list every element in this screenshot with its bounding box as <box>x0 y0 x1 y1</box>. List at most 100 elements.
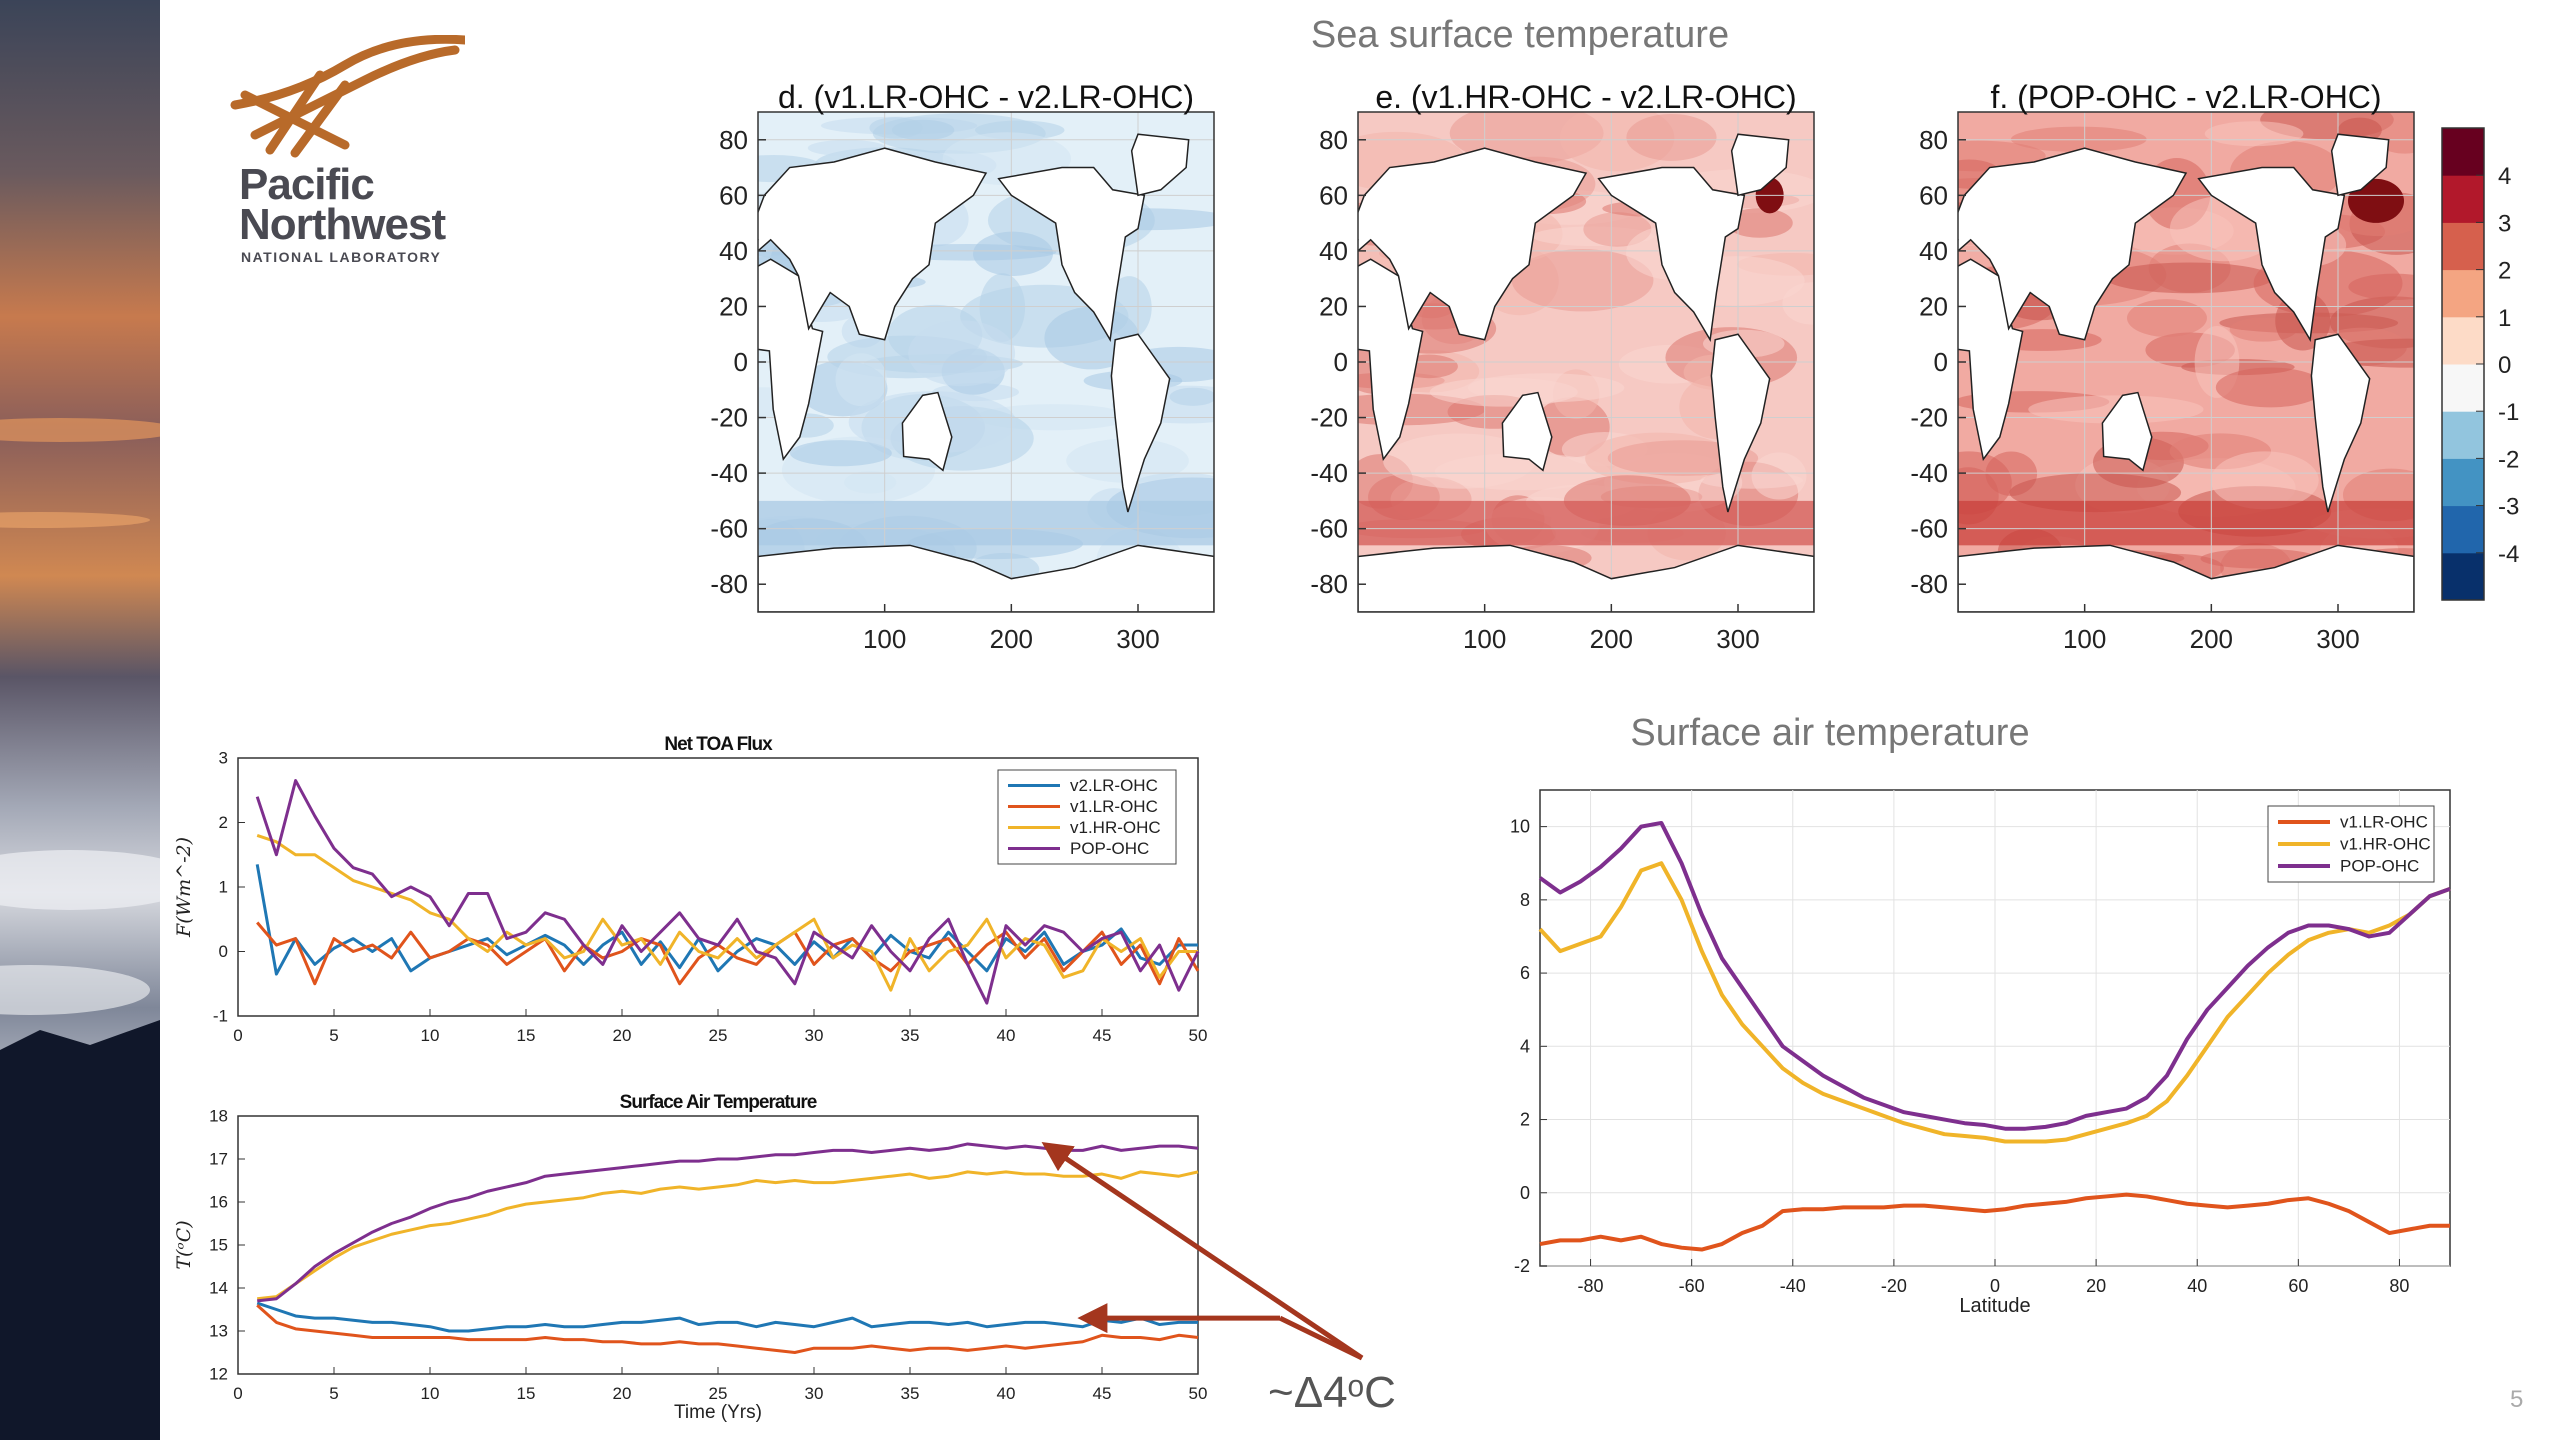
colorbar-tick-label: -2 <box>2498 446 2519 473</box>
y-tick-label: 8 <box>1520 890 1530 910</box>
colorbar-segment <box>2442 458 2484 507</box>
x-tick-label: 50 <box>1189 1026 1208 1045</box>
anomaly-patch <box>844 471 897 494</box>
colorbar-segment <box>2442 411 2484 459</box>
anomaly-patch <box>1782 282 1814 325</box>
legend-label: v1.HR-OHC <box>1070 818 1161 837</box>
y-tick-label: -60 <box>1910 514 1948 544</box>
continent-outline <box>1730 133 1790 197</box>
y-tick-label: -60 <box>710 514 748 544</box>
continent-outline <box>758 544 1214 612</box>
x-tick-label: 20 <box>2086 1276 2106 1296</box>
x-tick-label: 10 <box>421 1384 440 1403</box>
x-tick-label: 200 <box>2190 624 2233 654</box>
colorbar-tick-label: 2 <box>2498 258 2511 285</box>
chart-legend: v1.LR-OHC v1.HR-OHC POP-OHC <box>2267 805 2435 883</box>
anomaly-patch <box>2210 451 2319 510</box>
continent-outline <box>1358 544 1814 612</box>
x-tick-label: 50 <box>1189 1384 1208 1403</box>
x-tick-label: -20 <box>1881 1276 1907 1296</box>
north-atlantic-hotspot <box>2348 178 2404 223</box>
y-tick-label: 60 <box>1319 180 1348 210</box>
series-line-v1-hr-ohc <box>256 833 1198 992</box>
series-line-2 <box>257 1170 1199 1301</box>
legend-box <box>2267 805 2435 883</box>
x-tick-label: 15 <box>517 1384 536 1403</box>
colorbar-tick-label: -4 <box>2498 541 2519 568</box>
anomaly-patch <box>807 139 887 157</box>
y-tick-label: 20 <box>1919 291 1948 321</box>
anomaly-patch <box>1383 433 1536 489</box>
continent-outline <box>1501 391 1553 472</box>
map-title: f. (POP-OHC - v2.LR-OHC) <box>1990 79 2381 115</box>
legend-label: v1.HR-OHC <box>2340 835 2431 854</box>
y-tick-label: 13 <box>209 1322 228 1341</box>
legend-label: v1.LR-OHC <box>1070 797 1158 816</box>
colorbar-segment <box>2442 269 2484 318</box>
legend-label: POP-OHC <box>1070 839 1149 858</box>
sst-section-title: Sea surface temperature <box>1310 14 1730 56</box>
series-line-v2-lr-ohc <box>255 864 1198 976</box>
x-tick-label: 200 <box>1590 624 1633 654</box>
plot-area <box>237 1115 1199 1375</box>
net-toa-flux-chart: 0 5 10 15 20 25 30 35 40 45 50 -1 0 1 2 3 Net TOA Flux F(… <box>173 734 1207 1045</box>
x-tick-label: 25 <box>709 1026 728 1045</box>
x-tick-label: 30 <box>805 1026 824 1045</box>
y-tick-label: -2 <box>1514 1256 1530 1276</box>
map-title: e. (v1.HR-OHC - v2.LR-OHC) <box>1375 79 1796 115</box>
chart-legend: v2.LR-OHC v1.LR-OHC v1.HR-OHC POP-OHC <box>997 769 1177 865</box>
colorbar-segment <box>2442 175 2484 223</box>
surface-air-temperature-chart: 0 5 10 15 20 25 30 35 40 45 50 12 13 14 15 16 17 18 Surfac… <box>173 1092 1207 1423</box>
series-line-v1-lr-ohc <box>1539 1192 2450 1252</box>
x-tick-label: 35 <box>901 1026 920 1045</box>
colorbar-segment <box>2442 316 2484 365</box>
y-tick-label: 6 <box>1520 963 1530 983</box>
delta-arrows <box>1041 1142 1364 1361</box>
anomaly-patch <box>1106 276 1152 340</box>
anomaly-patch <box>835 353 887 407</box>
y-tick-label: 0 <box>1334 347 1348 377</box>
continent-outline <box>2330 133 2390 197</box>
anomaly-patch <box>1169 387 1214 406</box>
series-line-v1-lr-ohc <box>256 921 1200 986</box>
x-tick-label: 15 <box>517 1026 536 1045</box>
sst-map-panel-e: e. (v1.HR-OHC - v2.LR-OHC)100 200 30080604… <box>1310 79 1815 654</box>
map-title: d. (v1.LR-OHC - v2.LR-OHC) <box>778 79 1194 115</box>
pnnl-logo: Pacific Northwest NATIONAL LABORATORY <box>225 34 485 275</box>
y-tick-label: -60 <box>1310 514 1348 544</box>
southern-ocean-band <box>1958 500 2414 546</box>
continent-outline <box>1130 133 1190 197</box>
series-line-v1-hr-ohc <box>1538 861 2451 1144</box>
y-axis-label: F(Wm^-2) <box>173 837 195 938</box>
y-tick-label: 15 <box>209 1236 228 1255</box>
chart-title: Net TOA Flux <box>664 734 773 755</box>
x-tick-label: 60 <box>2288 1276 2308 1296</box>
y-tick-label: 1 <box>219 878 228 897</box>
x-tick-label: 100 <box>1463 624 1506 654</box>
x-axis-label: Latitude <box>1959 1295 2030 1317</box>
y-tick-label: 10 <box>1510 817 1530 837</box>
colorbar-segment <box>2442 505 2484 554</box>
y-tick-label: -1 <box>213 1007 228 1026</box>
y-tick-label: 80 <box>1919 125 1948 155</box>
legend-label: POP-OHC <box>2340 857 2419 876</box>
colorbar-tick-label: 1 <box>2498 305 2511 332</box>
x-tick-label: 20 <box>613 1384 632 1403</box>
logo-text-pacific: Pacific <box>239 160 375 209</box>
y-tick-label: 40 <box>1919 236 1948 266</box>
y-tick-label: -20 <box>1910 403 1948 433</box>
continent-outline <box>1597 166 1746 343</box>
anomaly-patch <box>2215 367 2326 408</box>
y-tick-label: 40 <box>1319 236 1348 266</box>
y-tick-label: 20 <box>719 291 748 321</box>
x-tick-label: 300 <box>2316 624 2359 654</box>
anomaly-patch <box>2126 299 2207 337</box>
x-tick-label: 35 <box>901 1384 920 1403</box>
continent-outline <box>2310 333 2371 513</box>
sat-section-title: Surface air temperature <box>1630 712 2030 754</box>
anomaly-patch <box>789 440 892 467</box>
x-tick-label: 300 <box>1116 624 1159 654</box>
y-tick-label: 0 <box>1934 347 1948 377</box>
y-tick-label: -40 <box>1910 458 1948 488</box>
